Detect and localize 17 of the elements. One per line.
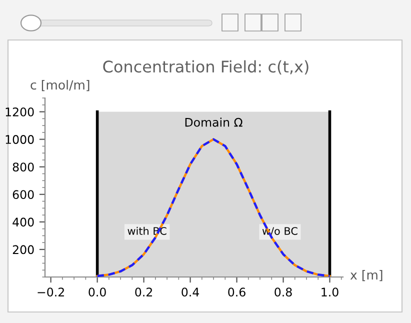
- x-tick-label: 0.0: [88, 288, 106, 297]
- y-tick-label: 1200: [6, 107, 34, 116]
- band-label: Domain Ω: [185, 118, 242, 127]
- y-tick-label: 200: [12, 245, 34, 254]
- x-tick-label: 0.2: [135, 288, 152, 297]
- x-tick-label: −0.2: [38, 288, 64, 297]
- y-tick-label: 400: [12, 218, 34, 227]
- chart-title: Concentration Field: c(t,x): [103, 60, 308, 75]
- x-axis-title: x [m]: [350, 270, 382, 282]
- y-tick-label: 800: [12, 162, 34, 172]
- y-tick-label: 600: [12, 190, 34, 200]
- y-tick-label: 1000: [6, 135, 34, 144]
- x-tick-label: 0.4: [182, 288, 200, 297]
- y-axis-title: c [mol/m]: [30, 80, 90, 92]
- x-tick-label: 0.6: [228, 288, 246, 297]
- x-tick-label: 1.0: [322, 288, 338, 297]
- x-tick-label: 0.8: [274, 288, 292, 297]
